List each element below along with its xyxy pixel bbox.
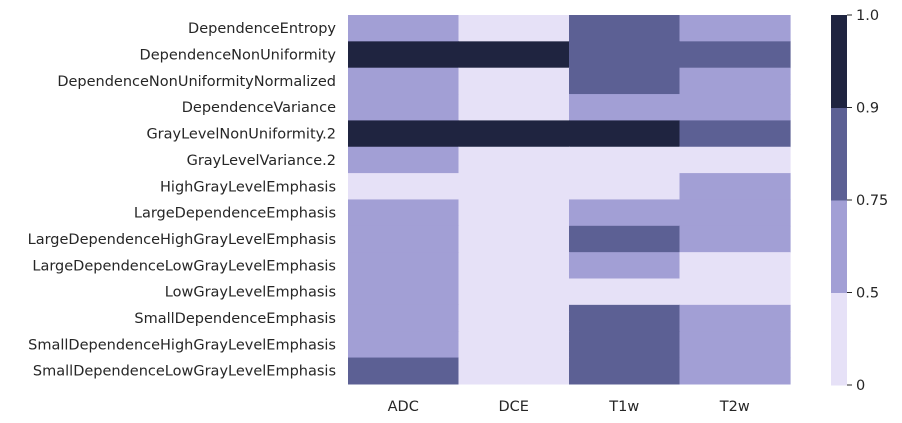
heatmap-cell xyxy=(458,304,570,332)
heatmap-cell xyxy=(679,173,791,201)
row-label: LargeDependenceEmphasis xyxy=(134,206,336,222)
row-label: DependenceNonUniformity xyxy=(140,48,337,64)
heatmap-cell xyxy=(569,15,681,42)
heatmap-cell xyxy=(458,146,570,174)
colorbar-segment xyxy=(831,107,847,201)
colorbar-tick-label: 0.75 xyxy=(856,193,888,209)
row-label: GrayLevelVariance.2 xyxy=(187,153,336,169)
heatmap-cell xyxy=(348,331,460,359)
heatmap-cell xyxy=(348,173,460,201)
colorbar: 0 0.5 0.75 0.9 1.0 xyxy=(831,8,888,394)
heatmap-cell xyxy=(569,199,681,227)
row-label: GrayLevelNonUniformity.2 xyxy=(146,127,336,143)
row-label: DependenceVariance xyxy=(182,100,336,116)
heatmap-cell xyxy=(569,94,681,121)
heatmap-cell xyxy=(679,225,791,253)
heatmap-cell xyxy=(458,278,570,306)
heatmap-cell xyxy=(569,304,681,332)
heatmap-cell xyxy=(348,199,460,227)
heatmap-cell xyxy=(679,94,791,121)
row-label: DependenceEntropy xyxy=(188,21,336,37)
heatmap-cell xyxy=(679,146,791,174)
heatmap-cell xyxy=(348,15,460,42)
heatmap-cell xyxy=(679,199,791,227)
heatmap-cell xyxy=(569,67,681,95)
heatmap-cell xyxy=(458,225,570,253)
column-label: T2w xyxy=(719,399,750,415)
column-labels: ADC DCE T1w T2w xyxy=(388,399,750,415)
row-label: HighGrayLevelEmphasis xyxy=(160,179,336,195)
heatmap-cell xyxy=(348,94,460,121)
heatmap-cell xyxy=(569,357,681,385)
heatmap-cell xyxy=(458,67,570,95)
heatmap-cell xyxy=(679,15,791,42)
heatmap-cell xyxy=(458,15,570,42)
colorbar-segment xyxy=(831,292,847,386)
heatmap-cell xyxy=(458,252,570,280)
row-label: LowGrayLevelEmphasis xyxy=(165,285,336,301)
heatmap-cell xyxy=(679,304,791,332)
heatmap-cell xyxy=(348,278,460,306)
heatmap-cell xyxy=(569,252,681,280)
heatmap-cell xyxy=(348,67,460,95)
row-label: SmallDependenceEmphasis xyxy=(134,311,336,327)
colorbar-segment xyxy=(831,15,847,108)
heatmap-cell xyxy=(679,278,791,306)
heatmap-cell xyxy=(348,41,460,69)
heatmap-cell xyxy=(458,331,570,359)
heatmap-cell xyxy=(679,120,791,148)
heatmap-cell xyxy=(348,120,460,148)
heatmap-cell xyxy=(348,304,460,332)
heatmap-cell xyxy=(348,357,460,385)
heatmap-cell xyxy=(348,146,460,174)
heatmap-cell xyxy=(458,94,570,121)
heatmap-cell xyxy=(679,357,791,385)
row-label: SmallDependenceLowGrayLevelEmphasis xyxy=(33,364,336,380)
heatmap-cell xyxy=(569,120,681,148)
heatmap-cell xyxy=(348,225,460,253)
column-label: T1w xyxy=(608,399,639,415)
heatmap-cell xyxy=(458,357,570,385)
heatmap-cell xyxy=(458,41,570,69)
row-label: LargeDependenceLowGrayLevelEmphasis xyxy=(32,258,336,274)
heatmap-cell xyxy=(348,252,460,280)
row-labels: DependenceEntropy DependenceNonUniformity… xyxy=(28,21,337,380)
heatmap-cell xyxy=(569,278,681,306)
colorbar-segment xyxy=(831,200,847,293)
colorbar-tick-label: 0.9 xyxy=(856,101,879,117)
heatmap-cell xyxy=(458,173,570,201)
heatmap-cell xyxy=(679,331,791,359)
row-label: LargeDependenceHighGrayLevelEmphasis xyxy=(28,232,336,248)
row-label: SmallDependenceHighGrayLevelEmphasis xyxy=(28,337,336,353)
heatmap-cell xyxy=(569,41,681,69)
heatmap-cell xyxy=(569,331,681,359)
heatmap-cell xyxy=(569,173,681,201)
column-label: ADC xyxy=(388,399,419,415)
column-label: DCE xyxy=(499,399,529,415)
heatmap-cell xyxy=(569,146,681,174)
row-label: DependenceNonUniformityNormalized xyxy=(57,74,336,90)
colorbar-tick-label: 1.0 xyxy=(856,8,879,24)
heatmap-cell xyxy=(679,252,791,280)
colorbar-tick-label: 0.5 xyxy=(856,286,879,302)
heatmap-cell xyxy=(569,225,681,253)
heatmap-cell xyxy=(458,120,570,148)
colorbar-tick-label: 0 xyxy=(856,378,865,394)
heatmap-cell xyxy=(679,67,791,95)
heatmap-cell xyxy=(679,41,791,69)
heatmap-cells xyxy=(348,15,791,385)
heatmap-cell xyxy=(458,199,570,227)
